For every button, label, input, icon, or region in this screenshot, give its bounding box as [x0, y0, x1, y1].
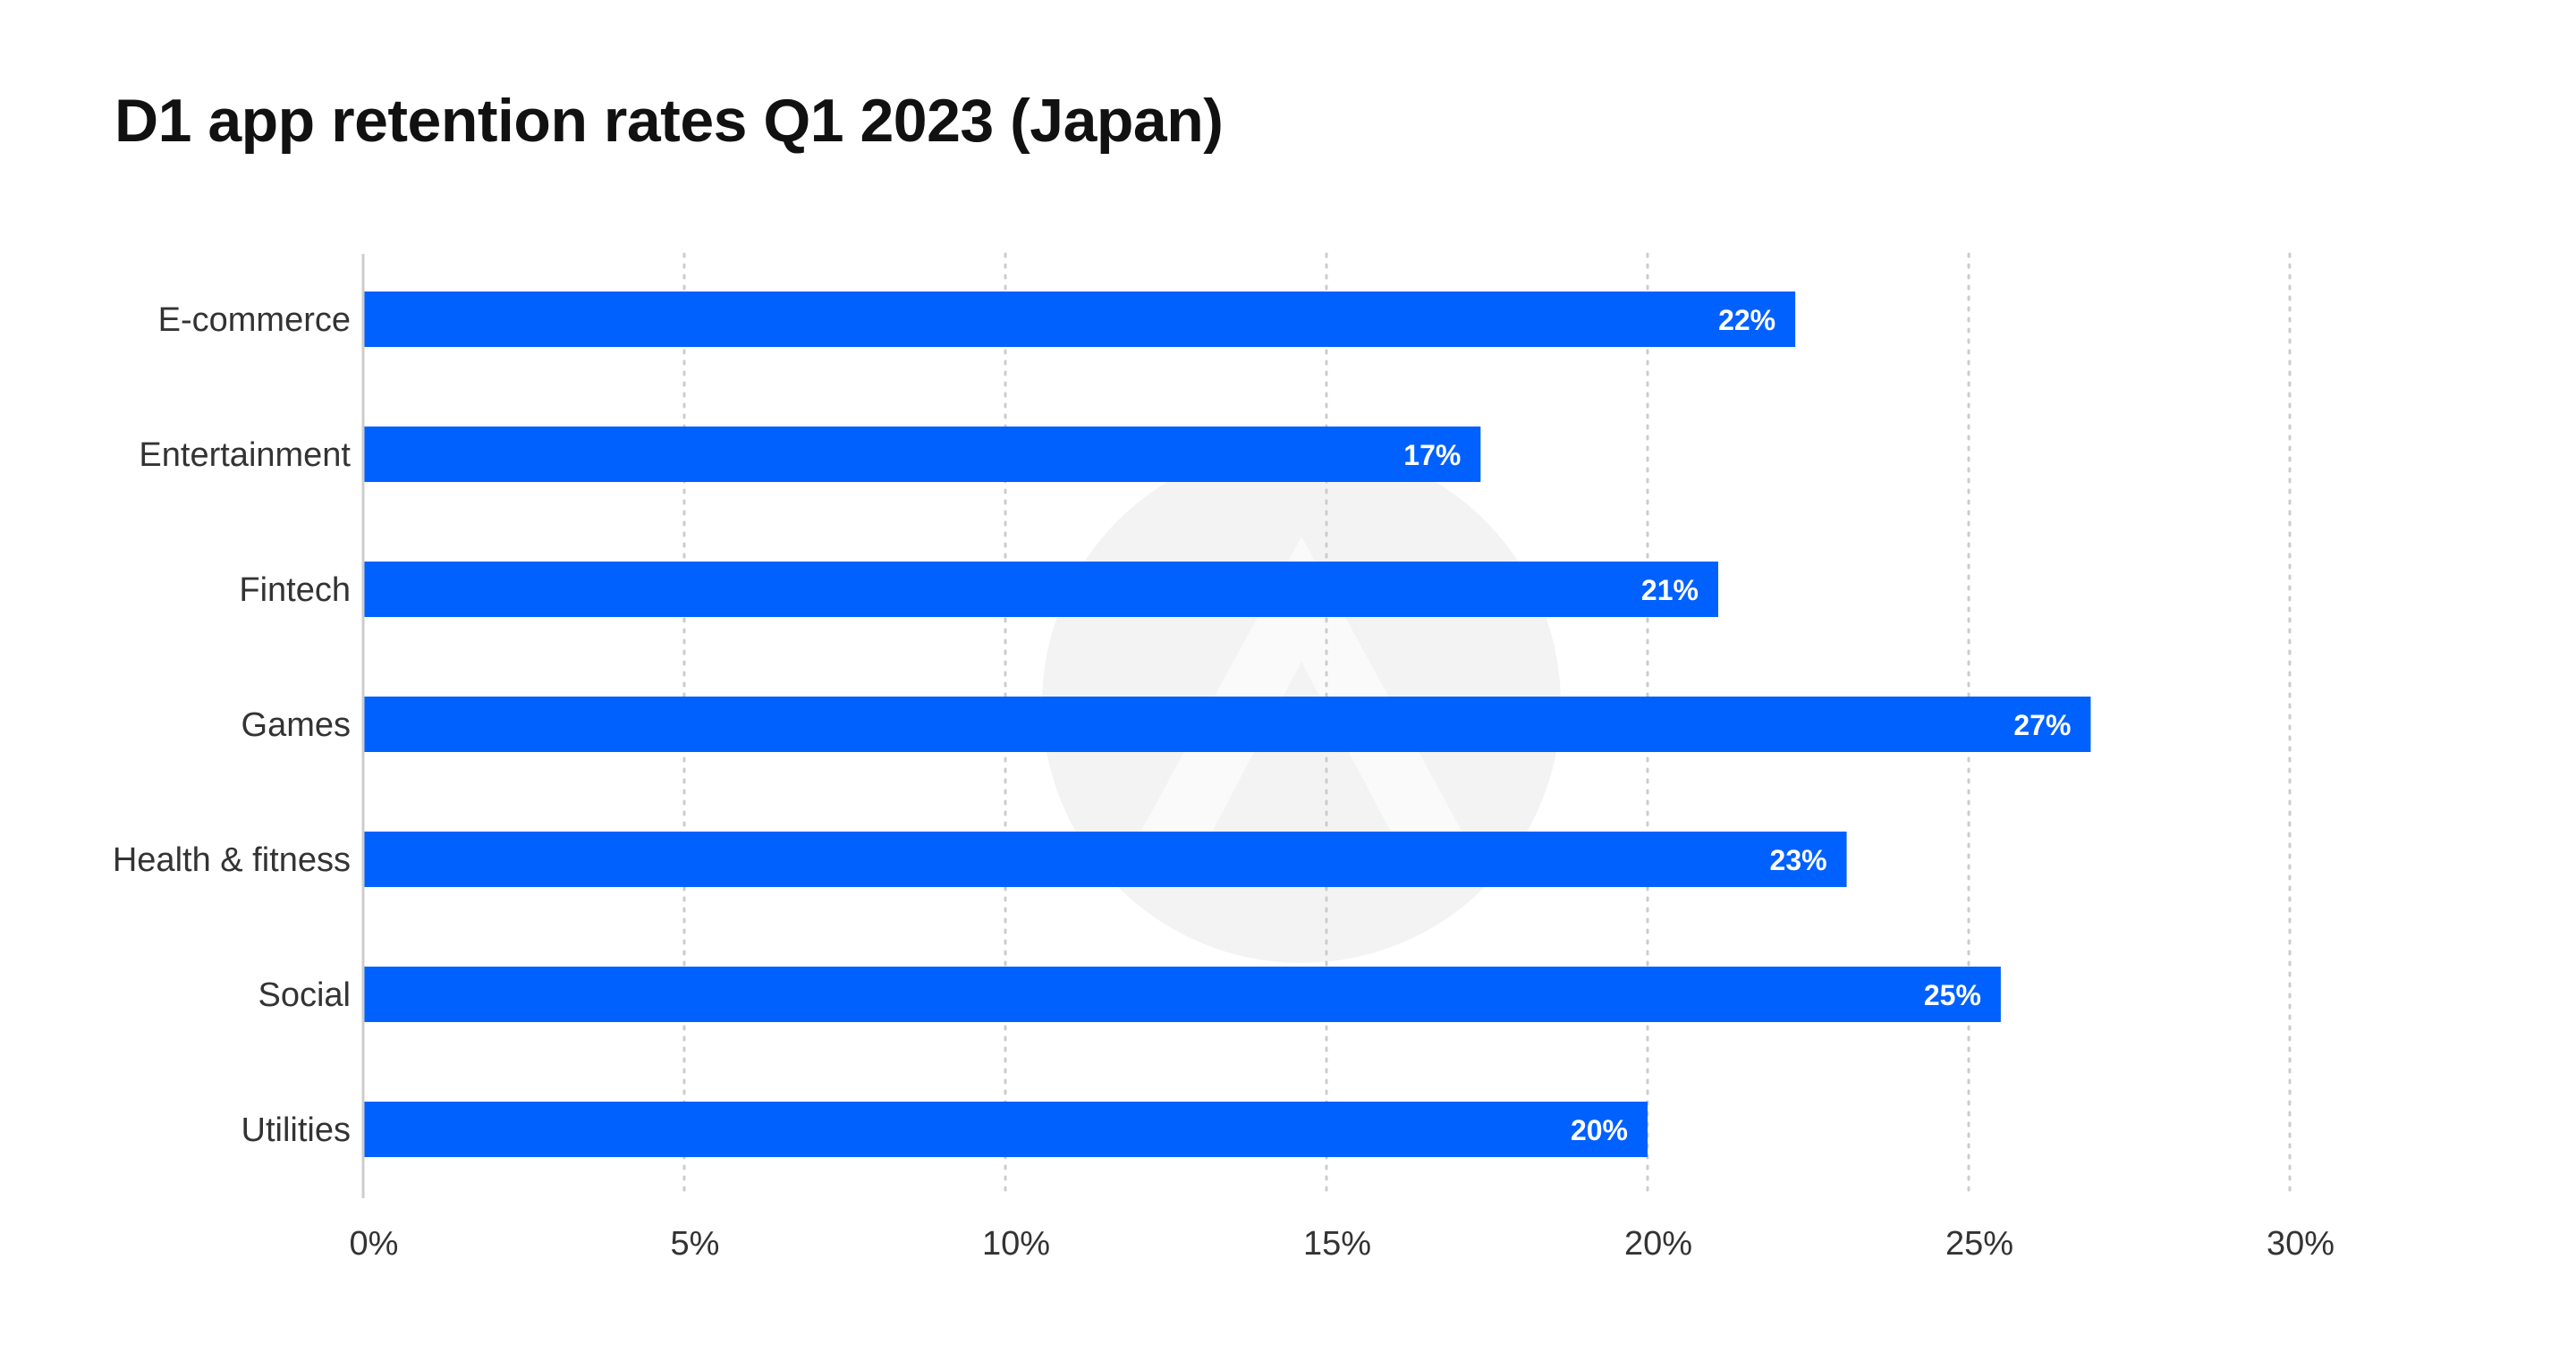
category-label: Fintech	[239, 571, 351, 609]
x-tick-label: 30%	[2267, 1225, 2334, 1263]
bars: 22% 17% 21% 27% 23% 25% 20%	[363, 292, 2091, 1157]
data-label: 22%	[1718, 304, 1775, 336]
data-label: 20%	[1571, 1114, 1628, 1146]
category-label: E-commerce	[158, 301, 351, 339]
bar	[363, 967, 2001, 1022]
bar	[363, 292, 1796, 347]
category-label: Social	[258, 976, 352, 1014]
data-label: 23%	[1770, 844, 1827, 876]
x-tick-label: 5%	[671, 1225, 720, 1263]
chart-title: D1 app retention rates Q1 2023 (Japan)	[114, 87, 1224, 155]
category-label: Games	[242, 706, 351, 744]
bar	[363, 697, 2091, 752]
data-label: 17%	[1403, 439, 1461, 471]
category-labels: E-commerce Entertainment Fintech Games Healt…	[113, 301, 352, 1149]
x-axis-tick-labels: 0% 5% 10% 15% 20% 25% 30%	[350, 1225, 2334, 1263]
bar	[363, 832, 1847, 887]
x-tick-label: 10%	[982, 1225, 1050, 1263]
data-label: 21%	[1641, 574, 1699, 606]
bar	[363, 427, 1481, 482]
category-label: Health & fitness	[113, 841, 351, 879]
bar	[363, 1102, 1648, 1157]
category-label: Entertainment	[139, 436, 351, 474]
bar	[363, 562, 1718, 617]
x-tick-label: 20%	[1624, 1225, 1692, 1263]
data-label: 25%	[1924, 979, 1981, 1011]
category-label: Utilities	[242, 1111, 351, 1149]
x-tick-label: 15%	[1303, 1225, 1371, 1263]
data-label: 27%	[2013, 709, 2071, 741]
x-tick-label: 0%	[350, 1225, 399, 1263]
watermark-glyph	[1136, 537, 1467, 841]
x-tick-label: 25%	[1945, 1225, 2013, 1263]
